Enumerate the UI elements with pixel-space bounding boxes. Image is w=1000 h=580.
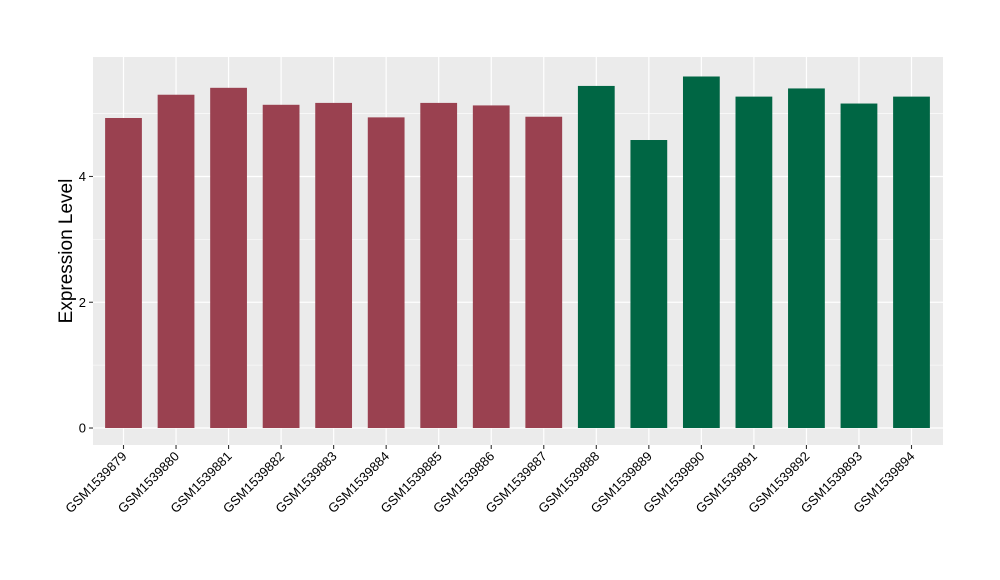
y-axis-title: Expression Level bbox=[56, 179, 77, 324]
bar-GSM1539891 bbox=[735, 96, 773, 429]
bar-GSM1539888 bbox=[577, 85, 615, 429]
y-axis: 0 2 4 bbox=[79, 169, 93, 436]
bar-GSM1539881 bbox=[210, 87, 247, 429]
y-tick-label: 2 bbox=[79, 295, 86, 310]
bar-GSM1539879 bbox=[105, 117, 142, 429]
bar-GSM1539883 bbox=[315, 102, 353, 429]
bar-GSM1539885 bbox=[420, 102, 458, 429]
bar-GSM1539887 bbox=[525, 116, 563, 429]
y-tick-label: 0 bbox=[79, 421, 86, 436]
bar-GSM1539882 bbox=[262, 104, 300, 429]
bar-GSM1539889 bbox=[630, 140, 668, 429]
bar-GSM1539892 bbox=[788, 88, 825, 429]
x-axis: GSM1539879GSM1539880GSM1539881GSM1539882… bbox=[62, 445, 918, 516]
bar-GSM1539893 bbox=[840, 103, 878, 429]
bar-GSM1539880 bbox=[157, 94, 195, 429]
bar-GSM1539884 bbox=[367, 117, 405, 429]
bar-GSM1539894 bbox=[893, 96, 930, 429]
bars bbox=[105, 76, 930, 429]
bar-GSM1539890 bbox=[682, 76, 720, 429]
bar-GSM1539886 bbox=[472, 105, 510, 429]
y-tick-label: 4 bbox=[79, 169, 86, 184]
